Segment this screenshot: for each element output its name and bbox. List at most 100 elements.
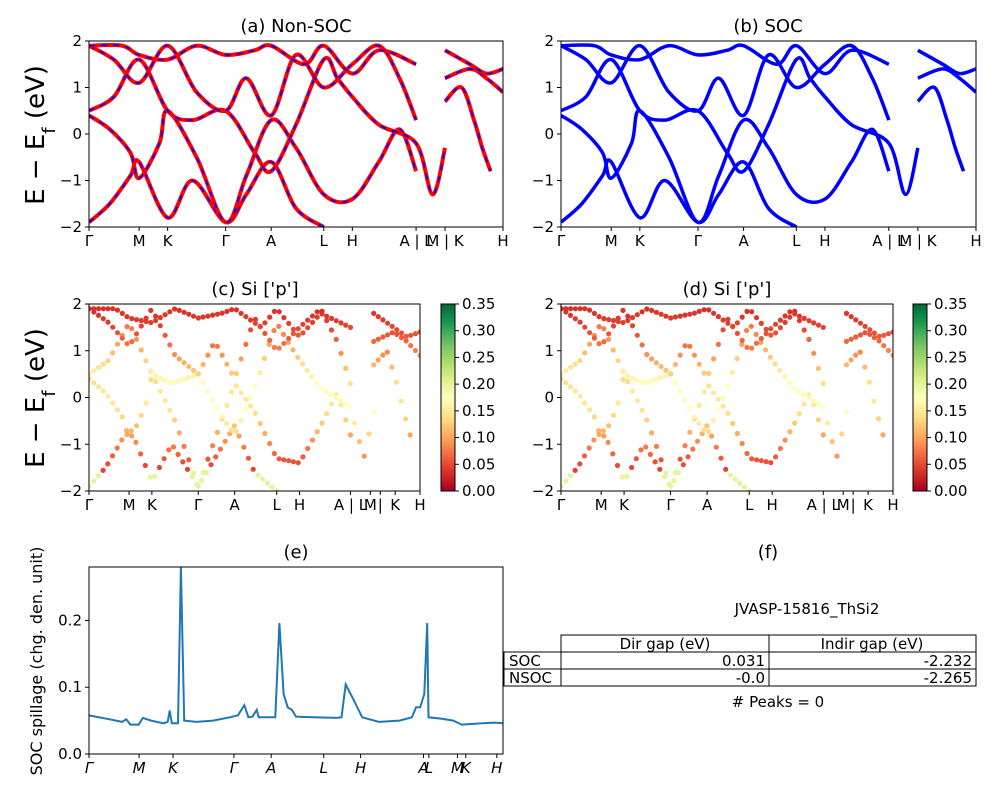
panel-c-point [380, 334, 386, 340]
panel-a-xtick-label: Γ [85, 232, 94, 250]
panel-c-point [222, 438, 228, 444]
panel-c-point [333, 336, 339, 342]
panel-c-point [417, 329, 420, 335]
panel-d-point [615, 318, 621, 325]
panel-d-point [567, 473, 574, 479]
panel-c-point [290, 331, 296, 337]
panel-c-point [119, 335, 125, 341]
panel-c-point [243, 396, 249, 402]
panel-d-point [644, 351, 650, 358]
panel-c-point [100, 306, 106, 312]
panel-c-point [186, 374, 192, 381]
panel-c-point [385, 320, 391, 326]
panel-c-point [347, 432, 354, 438]
panel-c-point [389, 323, 395, 329]
panel-c-point [124, 341, 130, 347]
panel-b-ytick-label: −1 [532, 172, 554, 190]
panel-c-point [274, 488, 280, 491]
panel-d-point [805, 395, 812, 401]
panel-a-xtick-label: H [347, 232, 358, 250]
panel-d-point [649, 307, 655, 313]
panel-c-point [309, 374, 315, 380]
panel-c-point [305, 317, 311, 323]
panel-d-point [615, 400, 621, 406]
panel-c-point [347, 403, 353, 410]
panel-d-point [749, 456, 755, 462]
panel-a-ytick-label: 2 [72, 32, 82, 50]
colorbar-d-ticks: 0.35 0.30 0.25 0.20 0.15 0.10 0.05 0.00 [927, 295, 967, 500]
panel-d-point [890, 329, 893, 335]
panel-d-point [561, 371, 564, 377]
panel-d-point [705, 428, 712, 435]
panel-b-band-line [561, 109, 891, 225]
panel-d-point [582, 324, 588, 330]
panel-c-point [148, 319, 154, 326]
peaks-count: # Peaks = 0 [732, 693, 824, 711]
panel-d-point [567, 306, 574, 312]
panel-c-point [252, 320, 258, 326]
panel-c-point [281, 315, 287, 321]
panel-c-point [328, 327, 335, 333]
panel-c-point [309, 313, 316, 319]
panel-c-point [257, 324, 263, 330]
panel-c-point [214, 429, 220, 435]
panel-e-xtick-label: Γ [85, 759, 95, 777]
panel-c-point [114, 330, 121, 336]
panel-c-point [408, 332, 414, 338]
panel-b-axes-frame [560, 40, 977, 228]
panel-c-point [384, 349, 390, 355]
panel-c-point [153, 378, 159, 385]
panel-d-point [663, 470, 669, 476]
panel-c-point [238, 310, 244, 316]
panel-c-point [233, 383, 239, 389]
panel-d-point [629, 315, 636, 321]
panel-c-point [319, 420, 325, 426]
panel-c-point [252, 410, 258, 416]
panel-c-point [166, 447, 172, 453]
panel-d-point [730, 420, 736, 427]
panel-c-point [380, 317, 386, 323]
panel-c-point [157, 388, 163, 394]
panel-f-title: (f) [758, 542, 778, 563]
panel-d-point [591, 437, 597, 443]
panel-d-point [652, 459, 658, 465]
colorbar-c-tick-label: 0.25 [462, 348, 495, 366]
panel-d-xtick-label: Γ [666, 496, 675, 514]
panel-d-point [672, 470, 679, 476]
panel-c-point [328, 401, 335, 407]
panel-c-point [161, 456, 167, 462]
panel-d-point [686, 405, 693, 411]
panel-c-point [264, 480, 270, 486]
panel-d-point [587, 330, 593, 336]
panel-c-point [394, 327, 400, 333]
panel-d-point [577, 393, 583, 399]
panel-d-point [561, 306, 564, 312]
panel-d-point [796, 411, 803, 417]
panel-c-point [162, 377, 168, 383]
panel-d-point [753, 315, 760, 321]
panel-c-point [276, 309, 282, 315]
panel-c-point [366, 431, 372, 437]
panel-d-point [682, 312, 688, 318]
panel-d-point [720, 403, 726, 409]
panel-c-point [162, 332, 168, 338]
panel-b-title: (b) SOC [733, 16, 802, 37]
table-row-label-nsoc: NSOC [509, 669, 552, 687]
panel-c-point [157, 375, 163, 381]
panel-d-point [734, 320, 741, 326]
panel-c-point [219, 352, 225, 358]
panel-d-point [801, 327, 807, 333]
panel-c-xtick-label: H [294, 496, 305, 514]
panel-a-band-line-soc-overlay [89, 109, 417, 224]
panel-f: JVASP-15816_ThSi2 Dir gap (eV) Indir gap… [503, 600, 977, 711]
panel-d-point [773, 454, 779, 460]
panel-d-point [606, 331, 612, 337]
panel-c-point [255, 472, 261, 478]
panel-a-xtick-label: Γ [221, 232, 230, 250]
panel-c-point [91, 478, 97, 484]
panel-c-point [95, 473, 101, 479]
panel-d-point [848, 336, 854, 342]
panel-d-point [744, 327, 750, 334]
panel-e-xtick-label: K [168, 759, 179, 777]
